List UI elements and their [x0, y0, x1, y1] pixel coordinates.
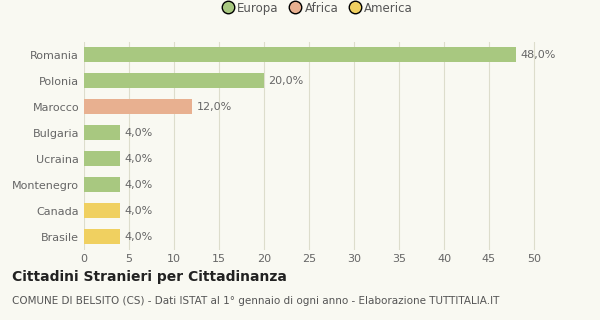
Bar [84, 74, 264, 88]
Text: 20,0%: 20,0% [269, 76, 304, 86]
Bar [84, 151, 120, 166]
Bar [84, 204, 120, 218]
Text: 4,0%: 4,0% [125, 205, 153, 216]
Text: 4,0%: 4,0% [125, 154, 153, 164]
Bar [84, 229, 120, 244]
Text: COMUNE DI BELSITO (CS) - Dati ISTAT al 1° gennaio di ogni anno - Elaborazione TU: COMUNE DI BELSITO (CS) - Dati ISTAT al 1… [12, 296, 499, 306]
Text: Cittadini Stranieri per Cittadinanza: Cittadini Stranieri per Cittadinanza [12, 270, 287, 284]
Text: 4,0%: 4,0% [125, 232, 153, 242]
Legend: Europa, Africa, America: Europa, Africa, America [223, 2, 413, 15]
Bar [84, 125, 120, 140]
Text: 4,0%: 4,0% [125, 128, 153, 138]
Bar [84, 100, 192, 114]
Text: 4,0%: 4,0% [125, 180, 153, 189]
Bar [84, 178, 120, 192]
Text: 48,0%: 48,0% [521, 50, 556, 60]
Bar [84, 47, 516, 62]
Text: 12,0%: 12,0% [197, 102, 232, 112]
